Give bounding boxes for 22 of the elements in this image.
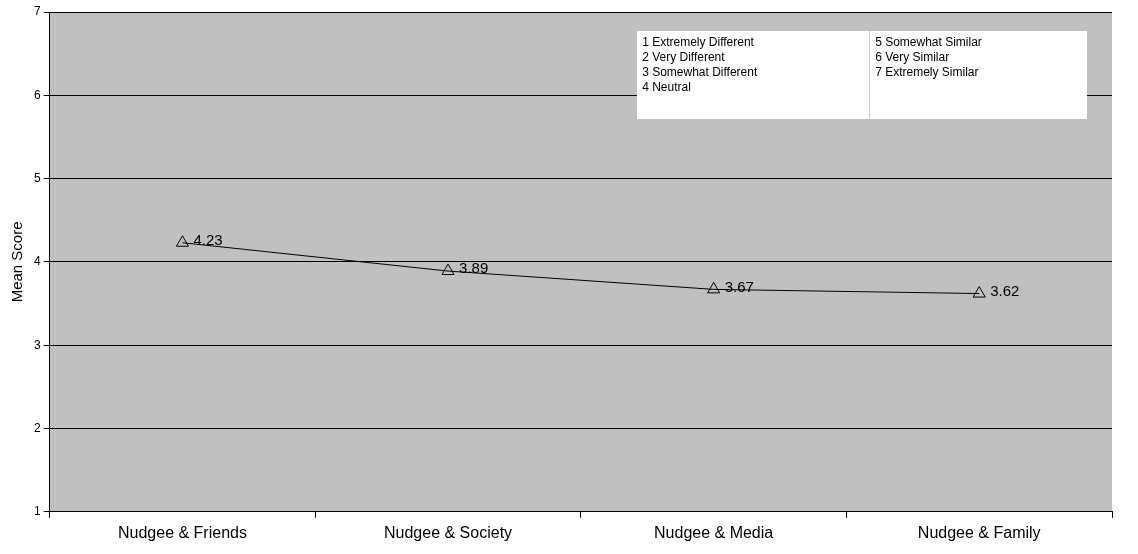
annotation: 1 Extremely Different	[642, 35, 755, 50]
y-tick-label: 1	[33, 504, 41, 519]
y-tick-label: 3	[33, 337, 41, 352]
annotation: 5 Somewhat Similar	[875, 35, 982, 50]
y-tick-label: 2	[33, 420, 41, 435]
annotation: 4 Neutral	[642, 80, 692, 95]
x-tick-label: Nudgee & Society	[384, 523, 513, 541]
y-tick-label: 5	[33, 170, 41, 185]
annotation: 3 Somewhat Different	[642, 65, 759, 80]
data-label: 4.23	[193, 230, 223, 248]
x-tick-label: Nudgee & Friends	[117, 523, 247, 541]
y-tick-label: 4	[33, 254, 41, 269]
data-label: 3.89	[459, 259, 489, 277]
x-tick-label: Nudgee & Media	[654, 523, 774, 541]
y-tick-label: 7	[33, 4, 41, 19]
x-tick-label: Nudgee & Family	[917, 523, 1041, 541]
annotation: 2 Very Different	[642, 50, 726, 65]
annotation: 7 Extremely Similar	[875, 65, 980, 80]
annotation: 6 Very Similar	[875, 50, 951, 65]
data-label: 3.62	[990, 281, 1020, 299]
y-axis-title: Mean Score	[8, 221, 26, 303]
y-tick-label: 6	[33, 87, 41, 102]
